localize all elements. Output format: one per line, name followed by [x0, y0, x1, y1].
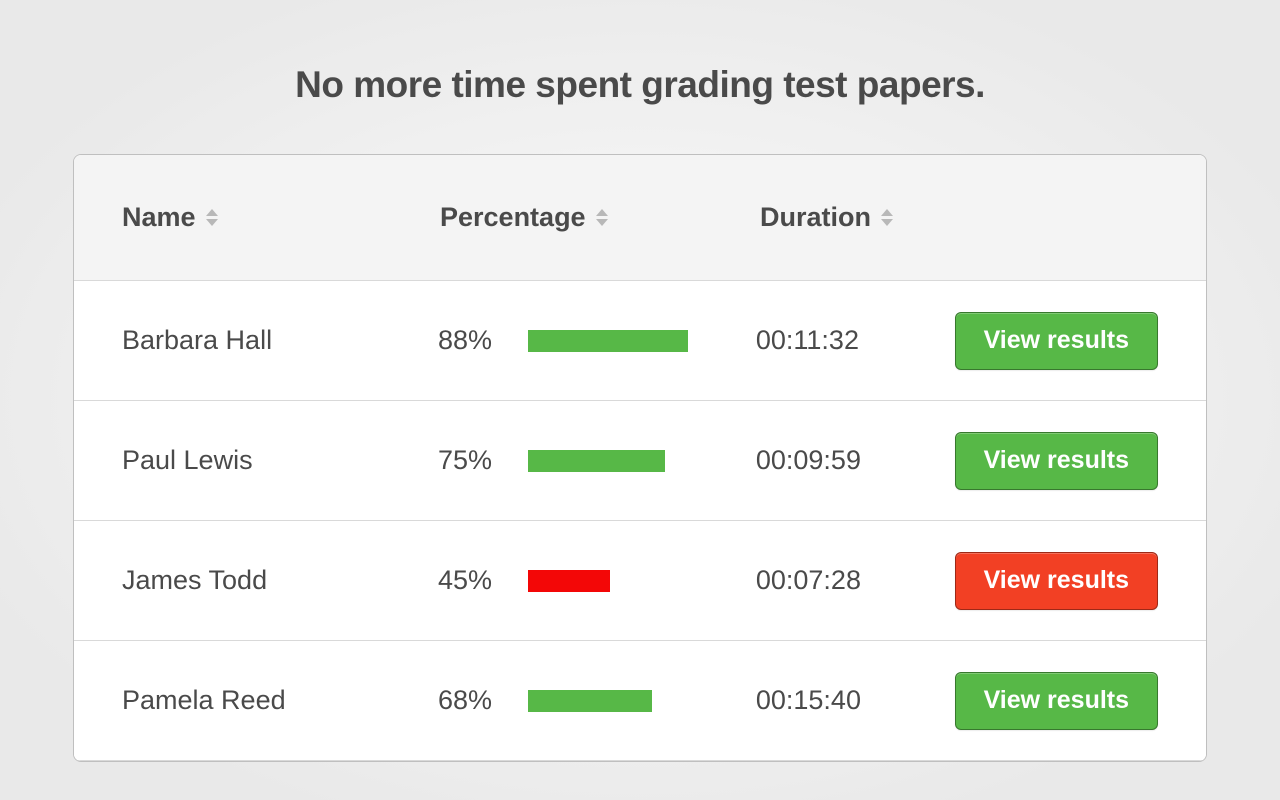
column-header-name-label: Name [122, 202, 196, 233]
cell-name: Pamela Reed [122, 685, 286, 715]
percentage-bar [528, 330, 710, 352]
sort-icon [206, 209, 218, 226]
page: No more time spent grading test papers. … [0, 0, 1280, 800]
cell-name: Barbara Hall [122, 325, 272, 355]
cell-percentage-label: 75% [438, 445, 528, 476]
column-header-percentage-label: Percentage [440, 202, 586, 233]
table-row: Barbara Hall 88% 00:11:32 View results [74, 281, 1206, 401]
table-row: Paul Lewis 75% 00:09:59 View results [74, 401, 1206, 521]
results-table: Name Percentage Duration Barbara Hall 88%… [73, 154, 1207, 762]
table-body: Barbara Hall88%00:11:32View resultsPaul … [74, 281, 1206, 761]
cell-duration: 00:09:59 [756, 445, 861, 475]
column-header-duration[interactable]: Duration [760, 202, 960, 233]
table-header-row: Name Percentage Duration [74, 155, 1206, 281]
cell-duration: 00:07:28 [756, 565, 861, 595]
view-results-button[interactable]: View results [955, 672, 1158, 730]
cell-percentage-label: 88% [438, 325, 528, 356]
percentage-bar [528, 570, 710, 592]
percentage-bar [528, 450, 710, 472]
table-row: Pamela Reed 68% 00:15:40 View results [74, 641, 1206, 761]
cell-duration: 00:15:40 [756, 685, 861, 715]
sort-icon [881, 209, 893, 226]
cell-percentage-label: 68% [438, 685, 528, 716]
cell-percentage-label: 45% [438, 565, 528, 596]
column-header-duration-label: Duration [760, 202, 871, 233]
cell-name: Paul Lewis [122, 445, 253, 475]
table-row: James Todd 45% 00:07:28 View results [74, 521, 1206, 641]
page-title: No more time spent grading test papers. [0, 64, 1280, 106]
column-header-percentage[interactable]: Percentage [440, 202, 760, 233]
sort-icon [596, 209, 608, 226]
view-results-button[interactable]: View results [955, 552, 1158, 610]
column-header-name[interactable]: Name [122, 202, 440, 233]
cell-duration: 00:11:32 [756, 325, 859, 355]
percentage-bar [528, 690, 710, 712]
view-results-button[interactable]: View results [955, 312, 1158, 370]
view-results-button[interactable]: View results [955, 432, 1158, 490]
cell-name: James Todd [122, 565, 267, 595]
